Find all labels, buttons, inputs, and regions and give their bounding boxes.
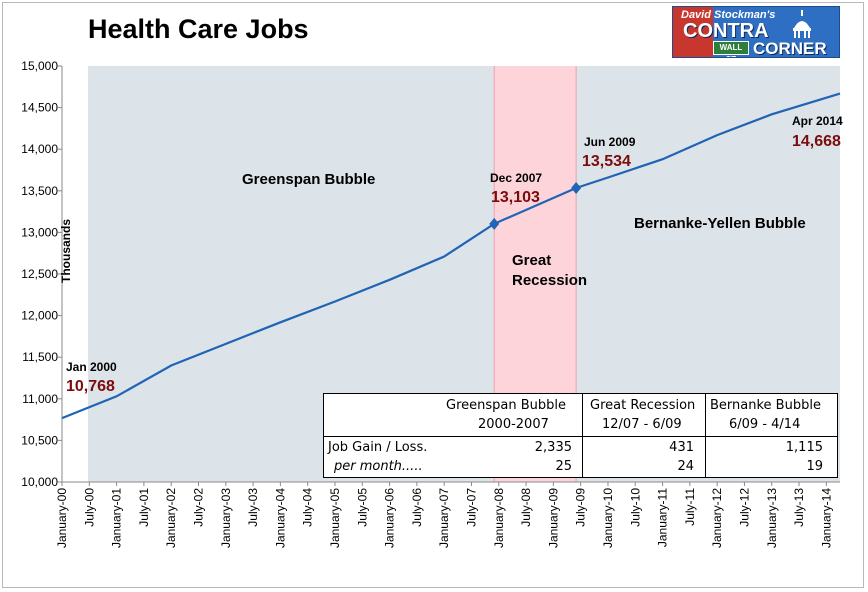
region-label-greenspan: Greenspan Bubble xyxy=(242,171,375,188)
x-tick-label: July-08 xyxy=(519,488,533,527)
contra-corner-logo: David Stockman's CONTRA WALL ST CORNER xyxy=(672,6,840,58)
x-tick-label: January-04 xyxy=(273,488,287,548)
callout-value: 10,768 xyxy=(66,378,115,395)
markers xyxy=(489,181,582,230)
callout-date: Jan 2000 xyxy=(66,360,117,374)
table-cell: 2,335 xyxy=(534,440,572,455)
x-tick-label: January-11 xyxy=(656,488,670,547)
callout-date: Apr 2014 xyxy=(792,114,843,128)
x-tick-label: January-10 xyxy=(601,488,615,548)
table-header-1-line1: Greenspan Bubble xyxy=(446,398,567,413)
x-tick-label: January-05 xyxy=(328,488,342,548)
y-tick-label: 10,500 xyxy=(21,433,58,447)
x-tick-label: January-09 xyxy=(546,488,560,548)
y-axis-label: Thousands xyxy=(59,219,73,283)
table-row-label: Job Gain / Loss. xyxy=(328,440,428,455)
x-tick-label: July-06 xyxy=(410,488,424,527)
x-tick-label: January-08 xyxy=(492,488,506,548)
table-header-2-line1: Great Recession xyxy=(590,398,696,413)
callout-date: Jun 2009 xyxy=(584,135,636,149)
x-tick-label: January-12 xyxy=(710,488,724,548)
y-axis: 10,000 10,500 11,000 11,500 12,000 12,500 13,0… xyxy=(21,59,63,489)
y-tick-label: 12,500 xyxy=(21,267,58,281)
callouts: Jan 2000 10,768 Dec 2007 13,103 Jun 2009 13,5… xyxy=(66,114,843,395)
data-point-marker xyxy=(571,181,582,194)
table-header-2-line2: 12/07 - 6/09 xyxy=(602,417,682,432)
x-tick-label: January-13 xyxy=(765,488,779,548)
y-tick-label: 14,000 xyxy=(21,142,58,156)
x-tick-label: January-03 xyxy=(219,488,233,548)
table-header-3-line1: Bernanke Bubble xyxy=(710,398,821,413)
logo-corner: CORNER xyxy=(753,39,827,58)
table-header-1-line2: 2000-2007 xyxy=(478,417,549,432)
data-point-marker xyxy=(489,217,500,230)
x-tick-label: July-09 xyxy=(574,488,588,527)
capitol-dome-icon xyxy=(793,10,811,38)
table-cell: 1,115 xyxy=(785,440,823,455)
summary-table: Greenspan Bubble 2000-2007 Great Recessi… xyxy=(323,393,838,478)
table-header-rule xyxy=(324,436,837,437)
region-label-recession-1: Great xyxy=(512,252,551,269)
logo-street-sign: WALL ST xyxy=(713,41,749,57)
table-header-3-line2: 6/09 - 4/14 xyxy=(729,417,801,432)
logo-flag-stripe xyxy=(673,7,713,57)
x-tick-label: January-01 xyxy=(110,488,124,548)
x-tick-label: July-10 xyxy=(628,488,642,527)
y-tick-label: 12,000 xyxy=(21,309,58,323)
table-row-label: per month..... xyxy=(334,459,423,474)
x-tick-label: July-04 xyxy=(301,488,315,527)
x-tick-label: July-00 xyxy=(82,488,96,527)
x-tick-label: July-07 xyxy=(464,488,478,527)
x-axis: January-00 July-00 January-01 July-01 Januar… xyxy=(55,481,840,548)
table-divider xyxy=(705,394,706,477)
x-tick-label: January-00 xyxy=(55,488,69,548)
x-tick-label: July-13 xyxy=(792,488,806,527)
y-tick-label: 11,500 xyxy=(22,350,58,364)
x-tick-label: January-14 xyxy=(819,488,833,548)
x-tick-label: January-06 xyxy=(383,488,397,548)
callout-date: Dec 2007 xyxy=(490,171,542,185)
y-tick-label: 13,500 xyxy=(21,184,58,198)
x-tick-label: July-12 xyxy=(737,488,751,527)
chart-title: Health Care Jobs xyxy=(88,14,309,44)
logo-contra: CONTRA xyxy=(683,20,769,42)
table-divider xyxy=(582,394,583,477)
y-tick-label: 13,000 xyxy=(21,225,58,239)
x-tick-label: July-02 xyxy=(191,488,205,527)
y-tick-label: 14,500 xyxy=(21,101,58,115)
callout-value: 13,103 xyxy=(491,189,540,206)
region-label-bernanke: Bernanke-Yellen Bubble xyxy=(634,215,806,232)
y-tick-label: 10,000 xyxy=(21,475,58,489)
x-tick-label: July-03 xyxy=(246,488,260,527)
health-care-jobs-line xyxy=(61,92,841,420)
callout-value: 13,534 xyxy=(582,153,631,170)
table-cell: 25 xyxy=(555,459,572,474)
x-tick-label: January-02 xyxy=(164,488,178,548)
x-tick-label: January-07 xyxy=(437,488,451,548)
table-cell: 24 xyxy=(677,459,694,474)
logo-byline: David Stockman's xyxy=(681,9,776,21)
callout-value: 14,668 xyxy=(792,133,841,150)
region-label-recession-2: Recession xyxy=(512,272,587,289)
y-tick-label: 11,000 xyxy=(22,392,58,406)
x-tick-label: July-01 xyxy=(137,488,151,527)
table-cell: 431 xyxy=(669,440,694,455)
x-tick-label: July-05 xyxy=(355,488,369,527)
table-cell: 19 xyxy=(806,459,823,474)
y-tick-label: 15,000 xyxy=(21,59,58,73)
x-tick-label: July-11 xyxy=(683,488,697,526)
